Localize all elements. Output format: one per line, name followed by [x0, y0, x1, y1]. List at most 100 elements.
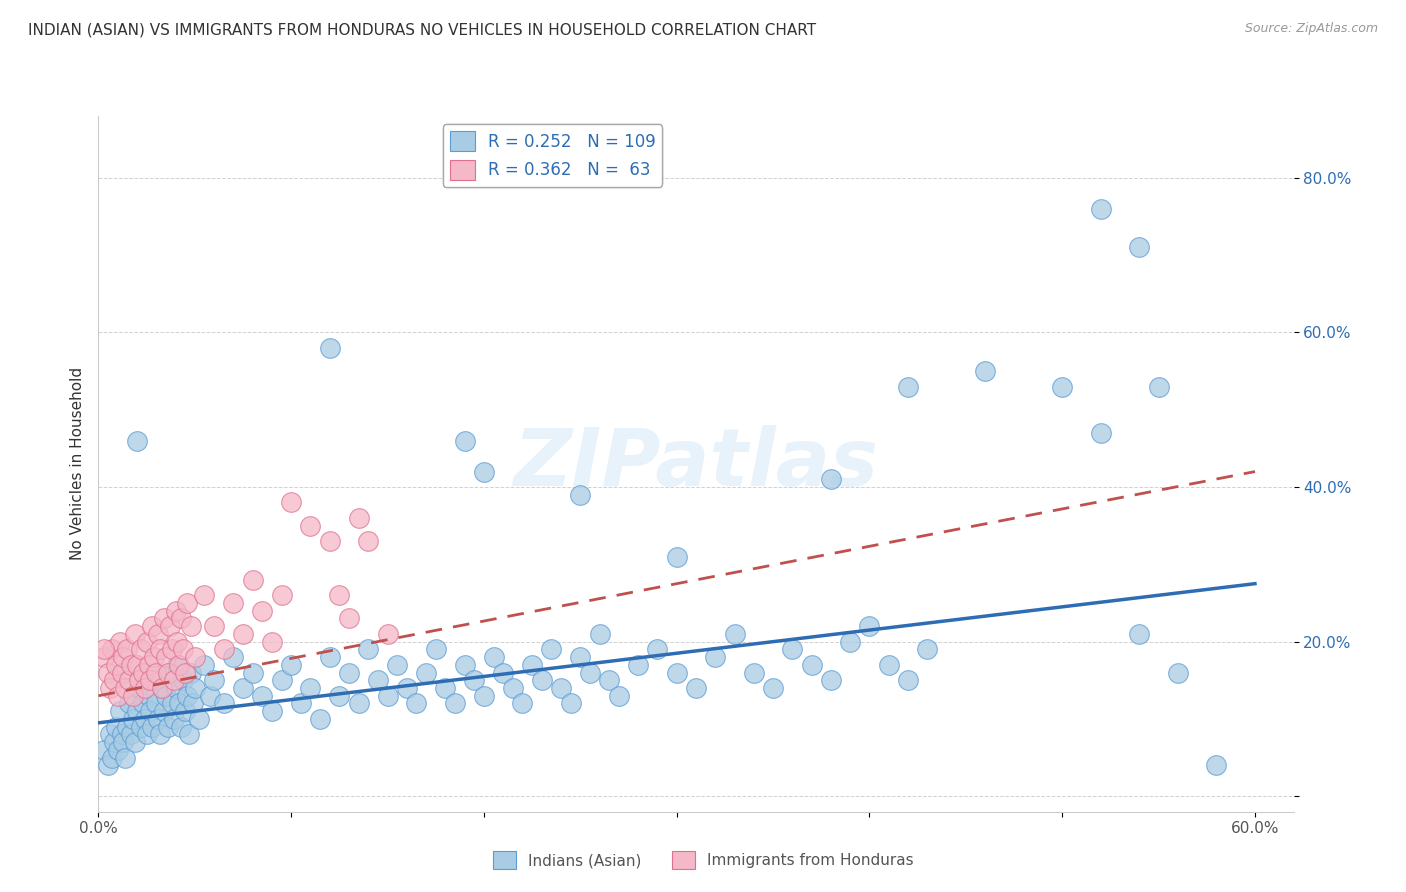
Point	[135, 634, 157, 648]
Point	[162, 712, 184, 726]
Point	[103, 673, 125, 688]
Point	[1205, 758, 1227, 772]
Point	[156, 665, 179, 680]
Point	[232, 681, 254, 695]
Point	[877, 657, 900, 672]
Text: Source: ZipAtlas.com: Source: ZipAtlas.com	[1244, 22, 1378, 36]
Point	[242, 573, 264, 587]
Point	[138, 689, 160, 703]
Point	[176, 689, 198, 703]
Point	[319, 341, 342, 355]
Point	[181, 697, 204, 711]
Point	[540, 642, 562, 657]
Point	[550, 681, 572, 695]
Y-axis label: No Vehicles in Household: No Vehicles in Household	[69, 368, 84, 560]
Point	[112, 650, 135, 665]
Point	[607, 689, 630, 703]
Point	[124, 735, 146, 749]
Point	[270, 673, 292, 688]
Point	[704, 650, 727, 665]
Point	[252, 689, 274, 703]
Point	[174, 665, 197, 680]
Point	[482, 650, 505, 665]
Point	[560, 697, 582, 711]
Point	[425, 642, 447, 657]
Point	[129, 642, 152, 657]
Point	[319, 650, 342, 665]
Point	[101, 642, 124, 657]
Point	[110, 727, 132, 741]
Point	[150, 681, 173, 695]
Point	[242, 665, 264, 680]
Point	[627, 657, 650, 672]
Point	[125, 704, 148, 718]
Point	[153, 611, 176, 625]
Point	[159, 665, 181, 680]
Point	[149, 642, 172, 657]
Point	[280, 657, 302, 672]
Point	[202, 619, 225, 633]
Point	[444, 697, 467, 711]
Point	[820, 673, 842, 688]
Point	[377, 627, 399, 641]
Point	[337, 611, 360, 625]
Point	[104, 657, 127, 672]
Point	[138, 657, 160, 672]
Point	[530, 673, 553, 688]
Point	[367, 673, 389, 688]
Point	[260, 634, 283, 648]
Point	[222, 596, 245, 610]
Point	[782, 642, 804, 657]
Point	[1090, 425, 1112, 440]
Point	[149, 727, 172, 741]
Point	[820, 472, 842, 486]
Point	[143, 650, 166, 665]
Point	[453, 434, 475, 448]
Point	[1128, 240, 1150, 254]
Point	[118, 673, 141, 688]
Point	[160, 642, 183, 657]
Point	[1090, 202, 1112, 216]
Point	[385, 657, 409, 672]
Point	[172, 642, 194, 657]
Point	[897, 379, 920, 393]
Point	[93, 642, 115, 657]
Point	[125, 657, 148, 672]
Point	[166, 657, 188, 672]
Point	[415, 665, 437, 680]
Point	[93, 743, 115, 757]
Point	[453, 657, 475, 672]
Point	[502, 681, 524, 695]
Point	[472, 689, 495, 703]
Point	[598, 673, 620, 688]
Point	[723, 627, 745, 641]
Point	[107, 689, 129, 703]
Point	[169, 657, 191, 672]
Point	[155, 689, 177, 703]
Point	[177, 727, 200, 741]
Point	[145, 665, 167, 680]
Point	[742, 665, 765, 680]
Point	[647, 642, 669, 657]
Point	[252, 604, 274, 618]
Point	[193, 588, 215, 602]
Point	[141, 720, 163, 734]
Point	[347, 511, 370, 525]
Point	[260, 704, 283, 718]
Point	[319, 534, 342, 549]
Point	[134, 712, 156, 726]
Point	[184, 681, 207, 695]
Point	[176, 596, 198, 610]
Point	[114, 681, 136, 695]
Point	[112, 735, 135, 749]
Point	[139, 673, 162, 688]
Point	[117, 642, 139, 657]
Point	[122, 712, 145, 726]
Point	[108, 704, 131, 718]
Point	[357, 642, 380, 657]
Point	[309, 712, 332, 726]
Point	[118, 697, 141, 711]
Point	[107, 743, 129, 757]
Point	[212, 697, 235, 711]
Point	[104, 720, 127, 734]
